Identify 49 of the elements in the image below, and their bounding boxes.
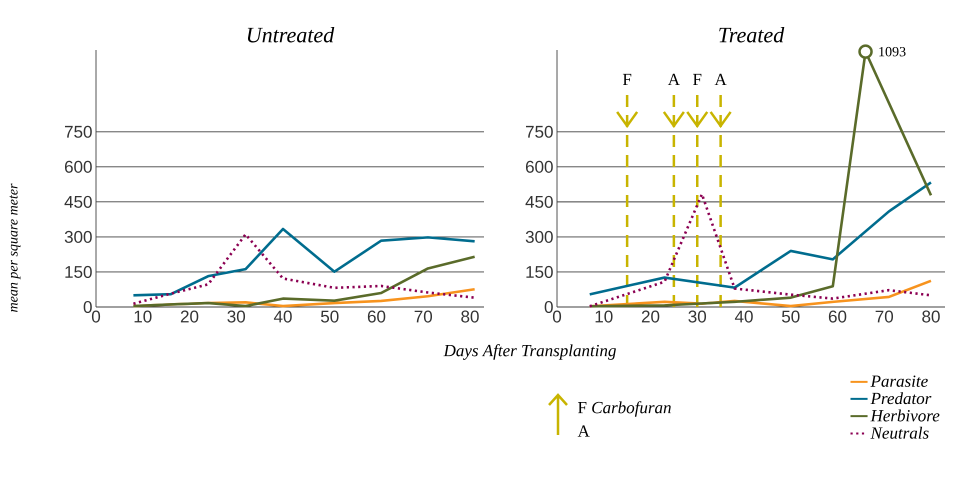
chart-title: Untreated: [248, 26, 334, 42]
line-series: [132, 233, 476, 306]
x-tick-label: 70: [876, 310, 894, 323]
x-tick-label: 20: [642, 310, 660, 323]
y-tick-label: 150: [526, 266, 553, 278]
x-tick-label: 10: [596, 310, 613, 323]
line-series: [132, 255, 476, 308]
x-tick-label: 40: [274, 310, 292, 323]
x-tick-label: 60: [828, 310, 846, 323]
ref-line-label: F: [622, 74, 632, 86]
x-tick-label: 40: [734, 310, 753, 323]
y-tick-label: 300: [526, 230, 553, 243]
y-tick-label: 0: [84, 300, 92, 314]
y-tick-label: 450: [64, 196, 92, 208]
x-tick-label: 0: [552, 310, 562, 323]
y-tick-label: 300: [64, 230, 92, 243]
x-tick-label: 60: [368, 310, 386, 323]
y-tick-label: 600: [526, 160, 553, 173]
y-tick-label: 150: [65, 266, 92, 278]
y-tick-label: 750: [526, 126, 553, 138]
line-series: [132, 228, 476, 297]
y-axis-title: mean per square meter: [10, 183, 20, 312]
line-series: [588, 181, 932, 296]
x-tick-label: 30: [227, 310, 246, 323]
legend-label: Herbivore: [870, 410, 940, 422]
x-tick-label: 50: [320, 310, 339, 323]
legend-label: Parasite: [870, 375, 928, 387]
chart-title: Treated: [719, 26, 784, 42]
x-tick-label: 20: [180, 310, 198, 323]
text: F Carbofuran: [578, 401, 671, 417]
x-tick-label: 80: [461, 310, 479, 323]
y-tick-label: 450: [526, 196, 553, 208]
y-tick-label: 600: [64, 160, 92, 173]
text: A: [578, 425, 590, 437]
x-tick-label: 10: [134, 310, 152, 323]
y-tick-label: 750: [64, 126, 92, 138]
ref-line-label: F: [693, 74, 702, 86]
x-tick-label: 0: [92, 310, 100, 323]
x-tick-label: 70: [414, 310, 432, 323]
x-tick-label: 50: [782, 310, 800, 323]
x-axis-title: Days After Transplanting: [443, 344, 616, 360]
x-tick-label: 30: [688, 310, 706, 323]
ref-line-label: A: [714, 74, 727, 86]
legend-label: Neutrals: [870, 426, 929, 439]
y-tick-label: 0: [544, 300, 553, 314]
annotation: 1093: [879, 46, 906, 56]
ref-line-label: A: [668, 74, 680, 86]
x-tick-label: 80: [922, 310, 940, 323]
legend-label: Predator: [870, 392, 932, 404]
